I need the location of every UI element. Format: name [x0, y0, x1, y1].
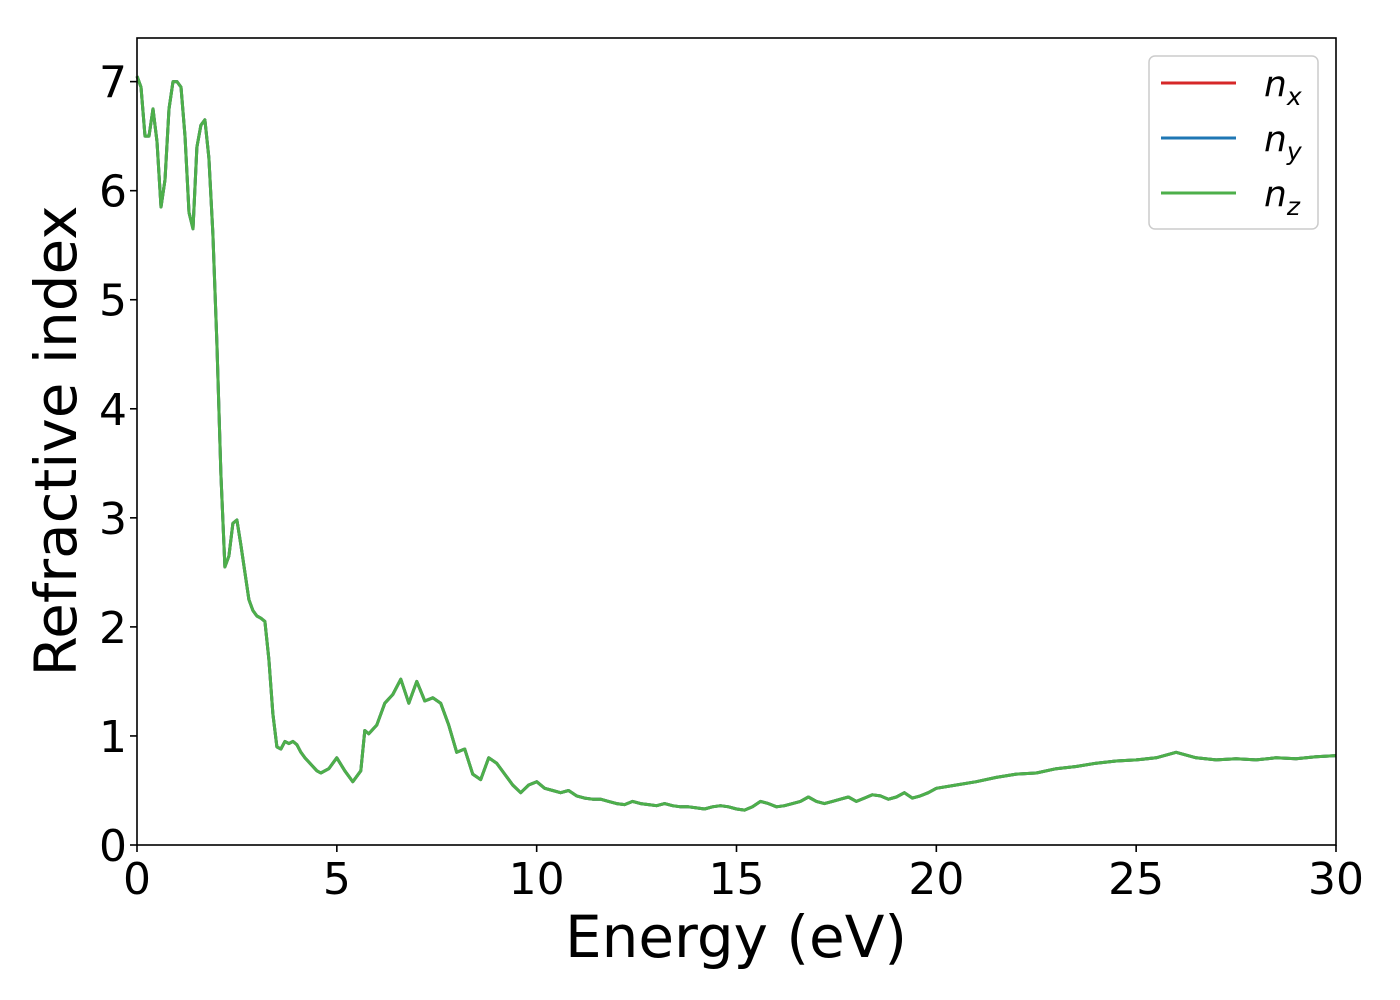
y-tick-label: 7: [99, 58, 127, 109]
y-axis-label: Refractive index: [22, 205, 90, 676]
x-tick-label: 20: [908, 854, 964, 905]
legend-label-base: n: [1264, 119, 1287, 160]
legend-label-subscript: y: [1286, 137, 1303, 166]
legend-box: [1148, 55, 1319, 230]
legend-label-n-z: nz: [1264, 174, 1301, 221]
x-tick-label: 15: [709, 854, 765, 905]
y-axis-ticks: 0 1 2 3 4 5 6 7: [99, 58, 137, 872]
y-tick-label: 3: [99, 494, 127, 545]
x-tick-label: 0: [123, 854, 151, 905]
x-tick-label: 30: [1308, 854, 1364, 905]
legend-label-base: n: [1264, 64, 1287, 105]
x-tick-label: 25: [1108, 854, 1164, 905]
x-axis-label: Energy (eV): [565, 903, 907, 971]
y-tick-label: 1: [99, 712, 127, 763]
x-axis-ticks: 0 5 10 15 20 25 30: [123, 845, 1364, 905]
legend-label-n-y: ny: [1264, 119, 1303, 166]
legend-label-n-x: nx: [1264, 64, 1302, 111]
legend-label-subscript: z: [1286, 192, 1301, 221]
series-line-n-z: [135, 75, 1337, 812]
legend-label-subscript: x: [1286, 82, 1302, 111]
y-tick-label: 0: [99, 821, 127, 872]
x-tick-label: 10: [509, 854, 565, 905]
y-tick-label: 2: [99, 603, 127, 654]
legend-label-base: n: [1264, 174, 1287, 215]
x-tick-label: 5: [323, 854, 351, 905]
y-tick-label: 4: [99, 385, 127, 436]
y-tick-label: 5: [99, 276, 127, 327]
plot-area: [135, 75, 1337, 812]
y-tick-label: 6: [99, 167, 127, 218]
